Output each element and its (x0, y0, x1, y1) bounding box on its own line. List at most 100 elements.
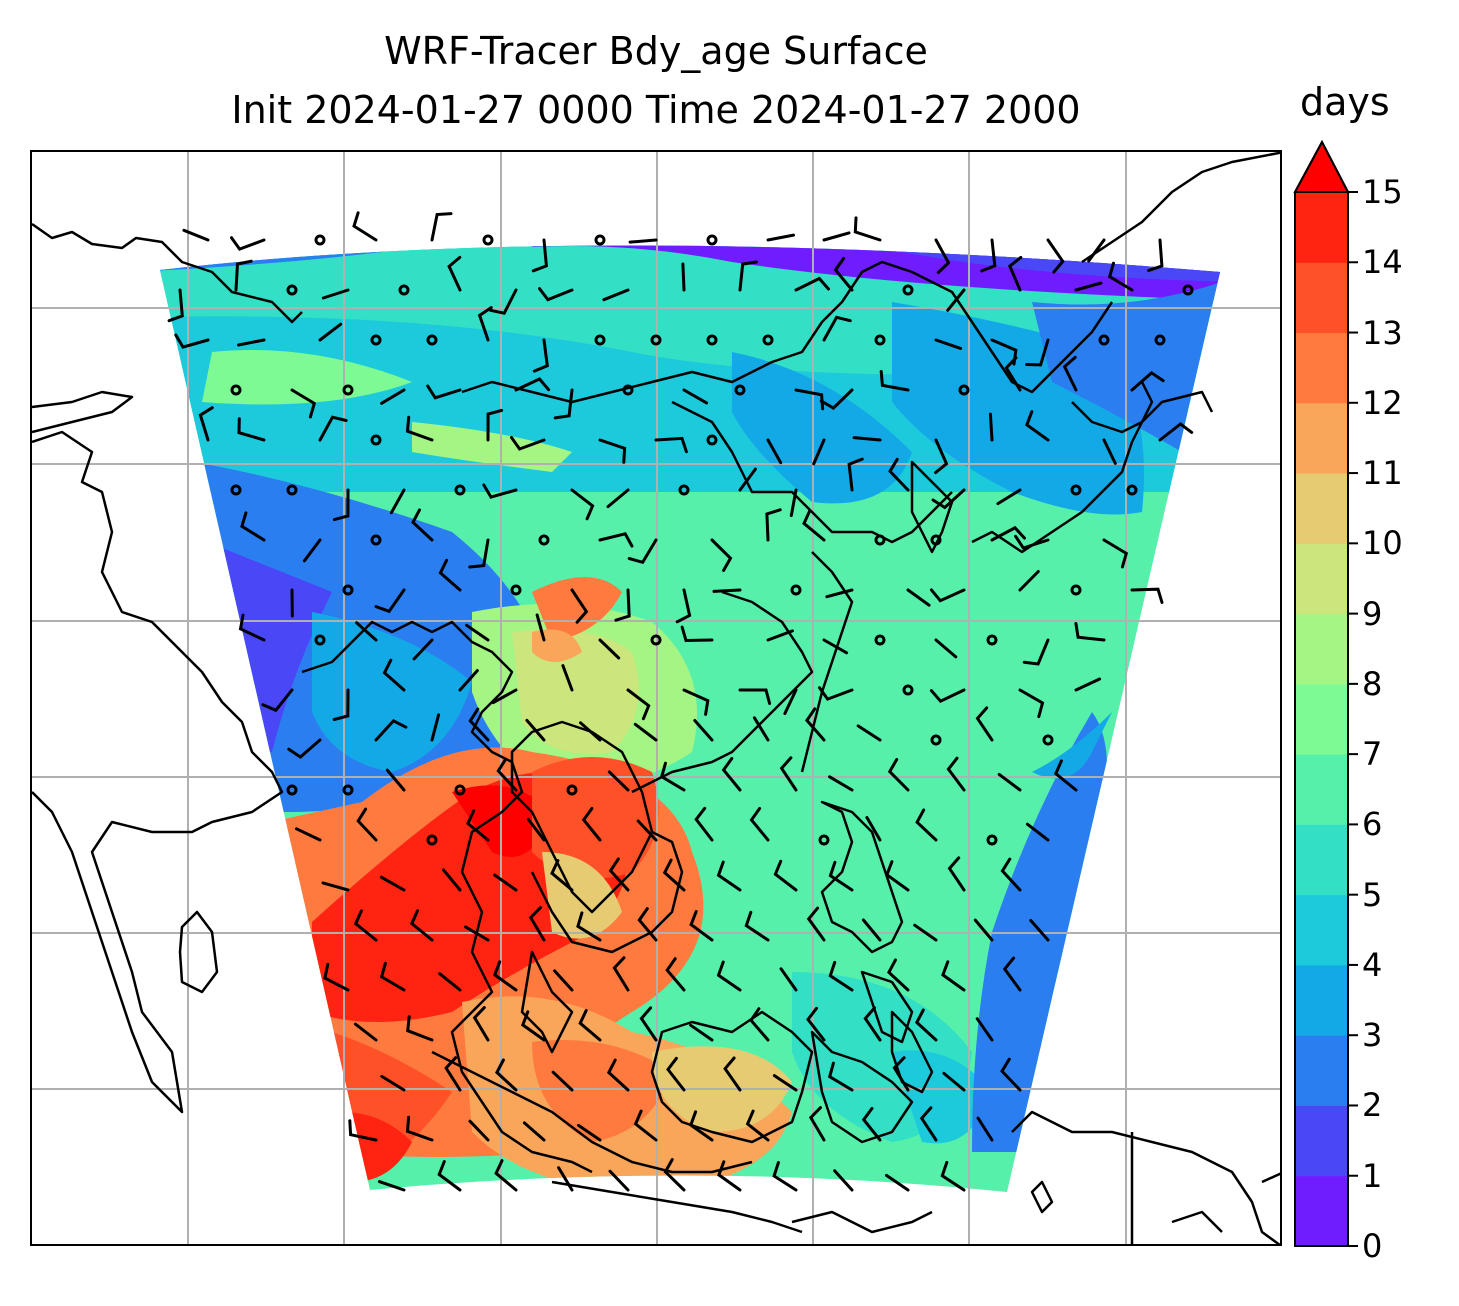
wind-barb (353, 1022, 378, 1042)
wind-barb (492, 960, 518, 992)
wind-barb (290, 388, 317, 419)
wind-barb (942, 1071, 966, 1092)
colorbar-tick-label: 10 (1362, 524, 1403, 563)
wind-barb (1025, 410, 1050, 442)
calm-marker (482, 234, 494, 246)
wind-barb (379, 875, 406, 892)
wind-barb (472, 1006, 490, 1042)
wind-barb (353, 909, 378, 942)
wind-barb (430, 212, 453, 242)
wind-barb (465, 623, 490, 642)
wind-barb (318, 322, 343, 342)
wind-barb (240, 511, 266, 542)
calm-marker (706, 434, 718, 446)
colorbar-band (1295, 192, 1348, 263)
wind-barb (444, 1056, 462, 1092)
wind-barb (287, 738, 322, 759)
wind-barb (802, 509, 826, 542)
wind-barb (946, 288, 966, 312)
calm-marker (902, 684, 914, 696)
wind-barb (1074, 622, 1106, 642)
wind-barb (352, 211, 378, 242)
wind-barb (1102, 538, 1129, 569)
wind-barb (525, 718, 546, 742)
colorbar-tick-label: 0 (1362, 1227, 1383, 1265)
wind-barb (675, 588, 692, 624)
map-canvas (32, 152, 1280, 1244)
wind-barb (442, 868, 462, 892)
calm-marker (286, 784, 298, 796)
wind-barb (237, 417, 266, 442)
wind-barb (557, 1166, 574, 1192)
wind-barb (553, 969, 574, 992)
wind-barb (929, 688, 966, 704)
map-panel (30, 150, 1282, 1246)
wind-barb (332, 488, 350, 522)
calm-marker (818, 834, 830, 846)
wind-barb (405, 1115, 434, 1142)
calm-marker (342, 784, 354, 796)
wind-barb (382, 658, 406, 692)
calm-marker (594, 334, 606, 346)
calm-marker (1182, 284, 1194, 296)
wind-barb (633, 722, 658, 742)
wind-barb (377, 1180, 406, 1192)
calm-marker (510, 584, 522, 596)
wind-barb (947, 856, 966, 892)
calm-marker (594, 234, 606, 246)
calm-marker (370, 334, 382, 346)
calm-marker (762, 334, 774, 346)
calm-marker (370, 534, 382, 546)
wind-barb (666, 1056, 686, 1092)
wind-barb (198, 406, 214, 442)
wind-barb (749, 1007, 770, 1042)
wind-barb (520, 1010, 546, 1042)
calm-marker (986, 634, 998, 646)
coastlines (32, 152, 1280, 1244)
wind-barb (230, 236, 266, 251)
wind-barb (1000, 857, 1022, 892)
wind-barb (654, 436, 688, 454)
wind-barb (865, 816, 882, 842)
wind-barb (828, 775, 854, 792)
wind-barb (885, 1173, 910, 1192)
wind-barb (940, 1160, 966, 1192)
wind-barb (744, 910, 770, 942)
wind-barb (689, 910, 714, 942)
title-line-2: Init 2024-01-27 0000 Time 2024-01-27 200… (231, 88, 1081, 132)
wind-barb (182, 228, 210, 242)
wind-barb (614, 588, 631, 622)
wind-barb (561, 664, 574, 692)
wind-barb (749, 807, 770, 842)
wind-barb (464, 925, 490, 942)
wind-barb (827, 1061, 854, 1092)
wind-barb (1018, 570, 1040, 592)
wind-barb (1053, 759, 1078, 792)
wind-barb (639, 1006, 658, 1042)
wind-barb (438, 972, 462, 992)
calm-marker (230, 384, 242, 396)
wind-barb (607, 770, 630, 792)
wind-barb (612, 956, 630, 992)
wind-barb (493, 873, 518, 892)
wind-barb (693, 719, 714, 742)
wind-barb (532, 338, 549, 373)
wind-barb (710, 538, 733, 572)
wind-barb (482, 483, 518, 499)
wind-barb (430, 713, 441, 742)
calm-marker (286, 484, 298, 496)
calm-marker (314, 634, 326, 646)
calm-marker (874, 634, 886, 646)
wind-barb (321, 288, 350, 300)
colorbar-band (1295, 894, 1348, 966)
wind-barb (553, 388, 574, 420)
wind-barb (913, 923, 938, 942)
colorbar-band (1295, 543, 1348, 615)
wind-barb (806, 906, 826, 942)
colorbar-band (1295, 1035, 1348, 1106)
wind-barb (789, 488, 798, 518)
wind-barb (779, 967, 798, 992)
wind-barb (662, 858, 686, 892)
calm-marker (370, 434, 382, 446)
wind-barb (694, 806, 714, 842)
